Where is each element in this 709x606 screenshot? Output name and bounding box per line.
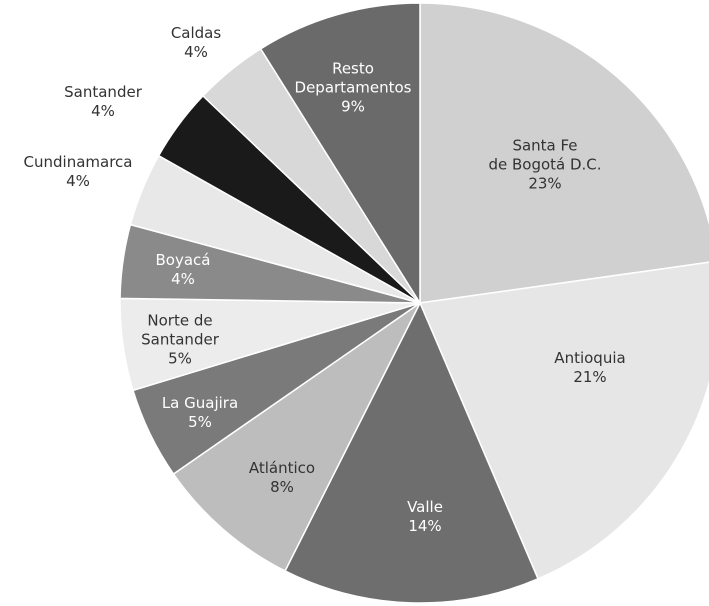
value-label: 14% [408, 517, 442, 535]
value-label: 9% [341, 97, 365, 116]
category-label: Boyacá [155, 251, 211, 269]
value-label: 4% [171, 270, 195, 288]
category-label: Cundinamarca [23, 153, 133, 171]
slice-label: La Guajira 5% [162, 394, 238, 432]
slice-label: Resto Departamentos 9% [295, 60, 412, 117]
slice-label: Antioquia 21% [554, 349, 625, 387]
category-label: Santander [64, 83, 142, 101]
value-label: 8% [270, 478, 294, 496]
category-label: Norte de Santander [141, 311, 219, 349]
category-label: Resto Departamentos [294, 59, 412, 97]
category-label: La Guajira [161, 394, 239, 412]
slice [419, 2, 709, 304]
category-label: Atlántico [248, 459, 316, 477]
category-label: Antioquia [554, 349, 626, 367]
category-label: Caldas [170, 24, 222, 42]
value-label: 4% [184, 43, 208, 61]
category-label: Valle [407, 498, 443, 516]
slice [172, 302, 421, 572]
slice [284, 301, 540, 604]
slice-label: Cundinamarca 4% [24, 153, 133, 191]
slice-label: Santander 4% [64, 83, 142, 121]
category-label: Santa Fe de Bogotá D.C. [488, 136, 602, 174]
slice-label: Norte de Santander 5% [141, 312, 219, 369]
slice-label: Atlántico 8% [249, 459, 315, 497]
value-label: 5% [188, 413, 212, 431]
value-label: 5% [168, 349, 192, 368]
value-label: 4% [66, 172, 90, 190]
value-label: 23% [528, 174, 562, 193]
slice-label: Valle 14% [407, 498, 443, 536]
slice [418, 261, 709, 580]
slice [259, 2, 421, 306]
slice-label: Caldas 4% [171, 24, 221, 62]
slice-label: Boyacá 4% [156, 251, 211, 289]
slice-label: Santa Fe de Bogotá D.C. 23% [488, 137, 601, 194]
value-label: 21% [573, 368, 607, 386]
value-label: 4% [91, 102, 115, 120]
